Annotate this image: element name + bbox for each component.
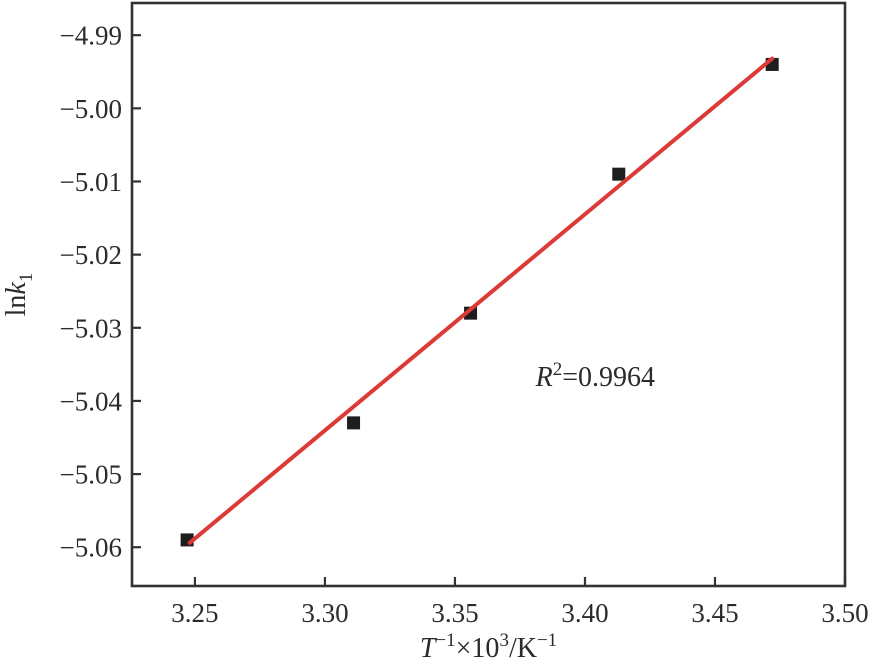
y-axis-title: lnk1 [1,273,37,317]
x-axis-tick-label: 3.40 [561,598,608,628]
x-axis-tick-label: 3.25 [171,598,218,628]
y-axis-tick-label: −5.02 [60,240,122,270]
y-axis-tick-label: −5.03 [60,313,122,343]
y-axis-tick-label: −5.04 [60,386,123,416]
y-axis-tick-label: −5.05 [60,460,122,490]
y-axis-tick-label: −5.01 [60,167,122,197]
x-axis-tick-label: 3.45 [691,598,738,628]
x-axis-title: T−1×103/K−1 [420,630,557,664]
x-axis-tick-label: 3.50 [821,598,868,628]
plot-border [130,1,847,588]
fit-line [187,56,775,545]
y-axis-tick-label: −5.06 [60,533,122,563]
y-axis-tick-label: −4.99 [60,21,122,51]
data-point-marker [612,167,626,181]
y-axis-tick-label: −5.00 [60,94,122,124]
x-axis-tick-label: 3.30 [301,598,348,628]
x-axis-tick-label: 3.35 [431,598,478,628]
r-squared-annotation: R2=0.9964 [535,359,655,393]
data-point-marker [347,416,361,430]
